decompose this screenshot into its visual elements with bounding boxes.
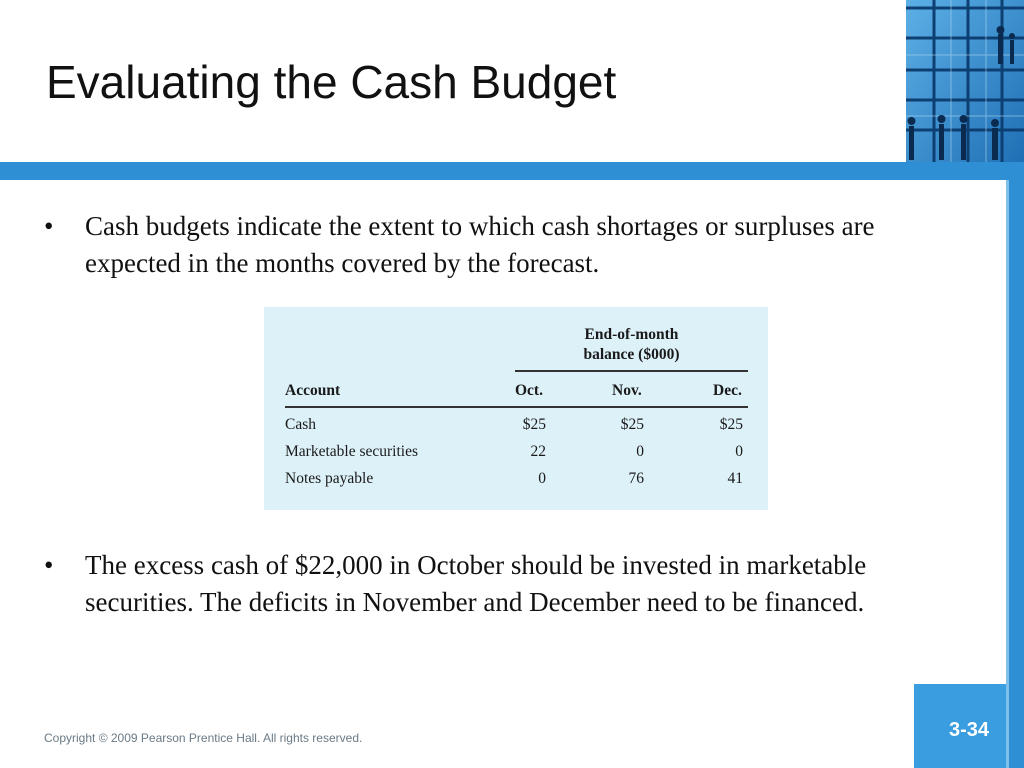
copyright-notice: Copyright © 2009 Pearson Prentice Hall. …	[44, 731, 363, 745]
row-cash-account: Cash	[285, 416, 316, 433]
slide-title: Evaluating the Cash Budget	[46, 56, 617, 108]
column-header-oct: Oct.	[515, 382, 543, 399]
bullet-marker: •	[44, 211, 54, 241]
bullet-marker: •	[44, 550, 54, 580]
row-marketable-account: Marketable securities	[285, 443, 418, 460]
row-notes-oct: 0	[538, 470, 546, 487]
right-accent-rail-highlight	[1006, 180, 1009, 768]
right-accent-rail	[1006, 180, 1024, 768]
row-cash-nov: $25	[620, 416, 644, 433]
column-header-account: Account	[285, 382, 341, 399]
column-header-dec: Dec.	[713, 382, 742, 399]
header-photo	[906, 0, 1024, 162]
bullet-text: The excess cash of $22,000 in October sh…	[85, 550, 867, 617]
row-notes-account: Notes payable	[285, 470, 374, 487]
header-divider-band	[0, 162, 1024, 180]
row-notes-dec: 41	[727, 470, 744, 487]
bullet-text: Cash budgets indicate the extent to whic…	[85, 211, 875, 278]
slide-number: 3-34	[948, 719, 990, 741]
building-silhouette-photo-icon	[906, 0, 1024, 162]
row-marketable-oct: 22	[530, 443, 547, 460]
slide-number-box	[914, 684, 1006, 768]
group-header-line-2: balance ($000)	[583, 346, 680, 363]
table-group-header: End-of-month balance ($000)	[515, 325, 748, 365]
row-cash-oct: $25	[522, 416, 546, 433]
cash-balance-table: End-of-month balance ($000) Account Oct.…	[264, 307, 768, 510]
group-header-line-1: End-of-month	[584, 326, 679, 343]
row-cash-dec: $25	[719, 416, 743, 433]
row-marketable-dec: 0	[735, 443, 743, 460]
group-header-rule	[515, 370, 748, 372]
column-header-rule	[285, 406, 748, 408]
column-header-nov: Nov.	[612, 382, 642, 399]
row-marketable-nov: 0	[636, 443, 644, 460]
row-notes-nov: 76	[628, 470, 645, 487]
